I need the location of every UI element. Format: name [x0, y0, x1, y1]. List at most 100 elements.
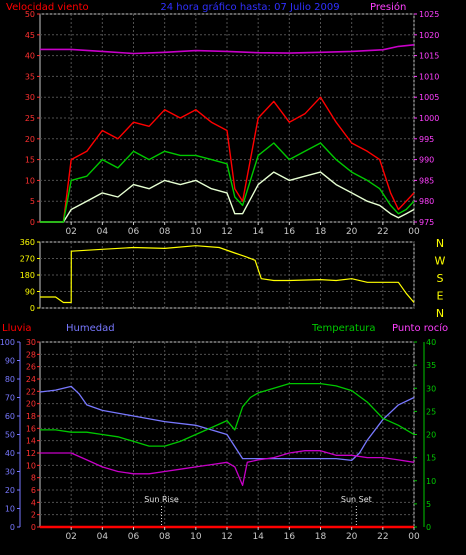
wind-speed-tick-label: 40 [25, 52, 35, 61]
wind-speed-axis: 0 5 10 15 20 25 30 35 40 45 50 [25, 10, 40, 227]
direction-tick-label: 360 [20, 238, 35, 247]
dewpoint-label: Punto rocío [392, 322, 448, 334]
rain-tick-label: 18 [26, 412, 36, 421]
dewpoint-line [40, 450, 415, 487]
pressure-tick-label: 995 [419, 135, 434, 144]
temperature-tick-label: 40 [426, 338, 436, 347]
humidity-tick-label: 100 [0, 338, 15, 347]
direction-series [40, 245, 415, 304]
wind-speed-tick-label: 20 [25, 135, 35, 144]
humidity-tick-label: 10 [5, 505, 15, 514]
wind-time-axis: 02 04 06 08 10 12 14 16 18 20 22 00 [65, 222, 420, 237]
humidity-tick-label: 20 [5, 486, 15, 495]
humidity-tick-label: 50 [5, 431, 15, 440]
rain-tick-label: 22 [26, 387, 36, 396]
temperature-tick-label: 25 [426, 407, 436, 416]
humidity-line [39, 385, 415, 462]
x-tick-label: 20 [346, 532, 358, 542]
pressure-tick-label: 980 [419, 197, 434, 206]
temperature-tick-label: 10 [426, 477, 436, 486]
sunset-label: Sun Set [341, 495, 372, 504]
x-tick-label: 22 [377, 227, 388, 237]
wind-speed-tick-label: 25 [25, 114, 35, 123]
wind-low-line [40, 171, 415, 223]
humidity-label: Humedad [66, 323, 115, 334]
x-tick-label: 02 [65, 227, 76, 237]
wind-speed-tick-label: 50 [25, 10, 35, 19]
humidity-tick-label: 90 [5, 357, 15, 366]
rain-tick-label: 8 [31, 474, 36, 483]
x-tick-label: 14 [252, 532, 264, 542]
x-tick-label: 20 [346, 227, 358, 237]
x-tick-label: 00 [408, 227, 420, 237]
x-tick-label: 10 [190, 532, 202, 542]
pressure-line [40, 44, 415, 55]
rain-label: Lluvia [2, 323, 32, 334]
direction-tick-label: 270 [20, 255, 35, 264]
x-tick-label: 02 [65, 532, 76, 542]
rain-tick-label: 30 [26, 338, 36, 347]
wind-series [40, 44, 415, 223]
pressure-tick-label: 975 [419, 218, 434, 227]
temperature-line [40, 382, 415, 447]
x-tick-label: 16 [284, 532, 296, 542]
humidity-tick-label: 80 [5, 375, 15, 384]
pressure-tick-label: 1020 [419, 31, 439, 40]
rain-tick-label: 6 [31, 486, 36, 495]
wind-speed-tick-label: 35 [25, 72, 35, 81]
rain-tick-label: 4 [31, 498, 36, 507]
x-tick-label: 14 [252, 227, 264, 237]
humidity-tick-label: 70 [5, 394, 15, 403]
temperature-tick-label: 0 [426, 523, 431, 532]
pressure-tick-label: 1000 [419, 114, 439, 123]
chart-period-title: 24 hora gráfico hasta: 07 Julio 2009 [160, 1, 339, 13]
direction-tick-label: 90 [25, 288, 35, 297]
x-tick-label: 12 [221, 532, 232, 542]
pressure-tick-label: 1015 [419, 52, 439, 61]
temperature-label: Temperatura [311, 323, 376, 334]
direction-tick-label: 180 [20, 271, 35, 280]
x-tick-label: 04 [97, 227, 109, 237]
compass-letter: S [437, 272, 444, 285]
temperature-tick-label: 5 [426, 500, 431, 509]
wind-speed-tick-label: 30 [25, 93, 35, 102]
humidity-tick-label: 40 [5, 449, 15, 458]
wind-speed-tick-label: 45 [25, 31, 35, 40]
humidity-tick-label: 30 [5, 468, 15, 477]
x-tick-label: 06 [128, 227, 140, 237]
rain-tick-label: 28 [26, 350, 36, 359]
x-tick-label: 08 [159, 532, 171, 542]
x-tick-label: 06 [128, 532, 140, 542]
wind-panel-grid [40, 13, 415, 223]
wind-speed-tick-label: 15 [25, 156, 35, 165]
rain-tick-label: 16 [26, 424, 36, 433]
x-tick-label: 12 [221, 227, 232, 237]
gust-line [40, 142, 415, 223]
pressure-tick-label: 985 [419, 176, 434, 185]
compass-letter: N [436, 237, 444, 250]
rain-tick-label: 10 [26, 461, 36, 470]
rain-tick-label: 24 [26, 375, 36, 384]
x-tick-label: 10 [190, 227, 202, 237]
direction-line [40, 245, 415, 304]
rain-tick-label: 12 [26, 449, 36, 458]
temperature-tick-label: 30 [426, 384, 436, 393]
x-tick-label: 04 [97, 532, 109, 542]
pressure-tick-label: 990 [419, 156, 434, 165]
humidity-tick-label: 60 [5, 412, 15, 421]
pressure-axis: 975 980 985 990 995 1000 1005 1010 1015 1020 1025 [414, 10, 439, 227]
x-tick-label: 16 [284, 227, 296, 237]
humidity-axis: 0 10 20 30 40 50 60 70 80 90 100 [0, 338, 21, 532]
direction-panel-grid [40, 241, 415, 309]
rain-tick-label: 0 [31, 523, 36, 532]
x-tick-label: 08 [159, 227, 171, 237]
pressure-tick-label: 1005 [419, 93, 439, 102]
humidity-tick-label: 0 [10, 523, 15, 532]
compass-letter: N [436, 307, 444, 320]
pressure-tick-label: 1010 [419, 72, 439, 81]
wind-speed-tick-label: 5 [30, 197, 35, 206]
